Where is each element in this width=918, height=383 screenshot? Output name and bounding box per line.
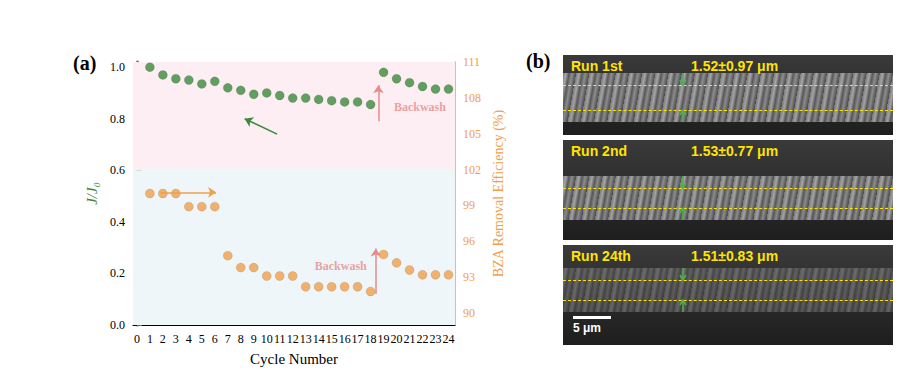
svg-text:Cycle Number: Cycle Number xyxy=(250,351,338,367)
svg-text:0.0: 0.0 xyxy=(110,318,125,332)
svg-text:3: 3 xyxy=(173,332,179,346)
svg-text:Backwash: Backwash xyxy=(394,100,446,114)
html-text:5 μm: 5 μm xyxy=(573,321,601,335)
svg-text:8: 8 xyxy=(238,332,244,346)
svg-text:J/J₀: J/J₀ xyxy=(84,182,100,205)
svg-text:Backwash: Backwash xyxy=(315,259,367,273)
svg-text:18: 18 xyxy=(365,332,377,346)
svg-text:102: 102 xyxy=(463,163,481,177)
svg-text:14: 14 xyxy=(313,332,325,346)
svg-text:99: 99 xyxy=(463,198,475,212)
svg-text:93: 93 xyxy=(463,270,475,284)
svg-text:0.4: 0.4 xyxy=(110,215,125,229)
svg-text:0: 0 xyxy=(134,332,140,346)
svg-text:21: 21 xyxy=(404,332,416,346)
svg-text:108: 108 xyxy=(463,91,481,105)
svg-text:(a): (a) xyxy=(73,52,96,75)
svg-text:23: 23 xyxy=(430,332,442,346)
html-text:Run 1st: Run 1st xyxy=(571,58,623,74)
svg-text:96: 96 xyxy=(463,234,475,248)
svg-text:1.0: 1.0 xyxy=(110,60,125,74)
svg-text:105: 105 xyxy=(463,127,481,141)
html-text:Run 24th: Run 24th xyxy=(571,248,631,264)
svg-text:16: 16 xyxy=(339,332,351,346)
svg-text:17: 17 xyxy=(352,332,364,346)
svg-text:0.6: 0.6 xyxy=(110,163,125,177)
svg-text:20: 20 xyxy=(391,332,403,346)
svg-text:4: 4 xyxy=(186,332,192,346)
svg-text:6: 6 xyxy=(212,332,218,346)
svg-text:5: 5 xyxy=(199,332,205,346)
svg-text:13: 13 xyxy=(300,332,312,346)
html-text:(b): (b) xyxy=(526,50,551,72)
svg-text:BZA Removal Efficiency (%): BZA Removal Efficiency (%) xyxy=(491,110,507,278)
html-text:1.52±0.97 μm: 1.52±0.97 μm xyxy=(691,58,779,74)
svg-text:24: 24 xyxy=(443,332,455,346)
svg-text:19: 19 xyxy=(378,332,390,346)
svg-text:15: 15 xyxy=(326,332,338,346)
html-text:1.51±0.83 μm: 1.51±0.83 μm xyxy=(691,248,779,264)
svg-text:10: 10 xyxy=(261,332,273,346)
svg-text:11: 11 xyxy=(274,332,286,346)
svg-text:2: 2 xyxy=(160,332,166,346)
svg-text:12: 12 xyxy=(287,332,299,346)
svg-text:111: 111 xyxy=(463,55,480,69)
svg-text:0.2: 0.2 xyxy=(110,266,125,280)
svg-text:9: 9 xyxy=(251,332,257,346)
svg-text:0.8: 0.8 xyxy=(110,112,125,126)
svg-text:90: 90 xyxy=(463,306,475,320)
svg-text:1: 1 xyxy=(147,332,153,346)
svg-text:22: 22 xyxy=(417,332,429,346)
html-text:Run 2nd: Run 2nd xyxy=(571,143,627,159)
svg-text:7: 7 xyxy=(225,332,231,346)
html-text:1.53±0.77 μm: 1.53±0.77 μm xyxy=(691,143,779,159)
